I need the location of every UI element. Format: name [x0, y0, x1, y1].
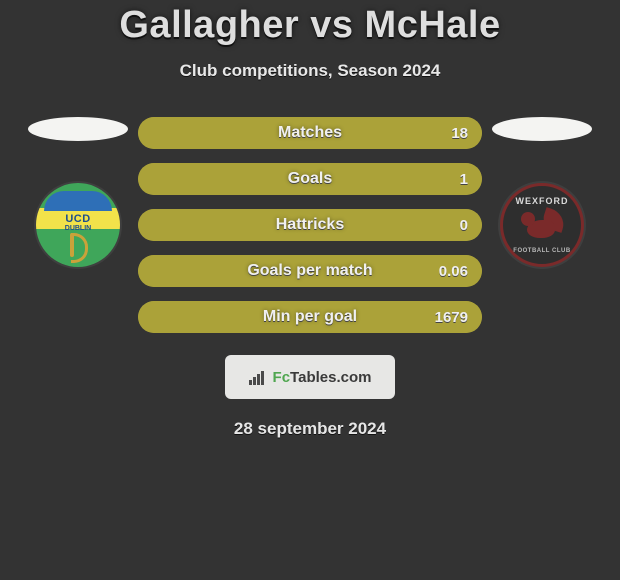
date-text: 28 september 2024 — [0, 419, 620, 439]
crest-blue-band — [44, 191, 112, 211]
brand-text: FcTables.com — [273, 369, 372, 386]
stat-label: Matches — [138, 117, 482, 149]
stat-label: Goals — [138, 163, 482, 195]
stat-right-value: 0.06 — [439, 255, 468, 287]
stat-bar: Goals per match0.06 — [138, 255, 482, 287]
stat-right-value: 18 — [451, 117, 468, 149]
chart-icon — [249, 369, 267, 385]
stat-label: Goals per match — [138, 255, 482, 287]
left-crest-sub: DUBLIN — [36, 225, 120, 232]
brand-suffix: Tables.com — [290, 369, 371, 386]
stat-bar: Matches18 — [138, 117, 482, 149]
page-title: Gallagher vs McHale — [0, 4, 620, 47]
stat-bar: Hattricks0 — [138, 209, 482, 241]
stat-bar: Min per goal1679 — [138, 301, 482, 333]
bird-icon — [521, 210, 565, 246]
stats-column: Matches18 Goals1 Hattricks0 Goals per match… — [138, 117, 482, 333]
page-subtitle: Club competitions, Season 2024 — [0, 61, 620, 81]
brand-box: FcTables.com — [225, 355, 395, 399]
stat-right-value: 1 — [460, 163, 468, 195]
harp-icon — [66, 233, 90, 257]
right-oval-base — [492, 117, 592, 141]
left-crest-title: UCD — [36, 213, 120, 225]
left-team-crest: UCD DUBLIN — [36, 183, 120, 267]
stat-right-value: 0 — [460, 209, 468, 241]
comparison-infographic: Gallagher vs McHale Club competitions, S… — [0, 0, 620, 580]
right-crest-title: WEXFORD — [503, 196, 581, 206]
stat-label: Hattricks — [138, 209, 482, 241]
stat-label: Min per goal — [138, 301, 482, 333]
main-row: UCD DUBLIN Matches18 Goals1 Hattricks0 Goal… — [0, 117, 620, 333]
right-crest-sub: FOOTBALL CLUB — [503, 248, 581, 254]
brand-prefix: Fc — [273, 369, 291, 386]
right-team-col: WEXFORD FOOTBALL CLUB — [492, 117, 592, 267]
left-oval-base — [28, 117, 128, 141]
stat-right-value: 1679 — [435, 301, 468, 333]
left-team-col: UCD DUBLIN — [28, 117, 128, 267]
stat-bar: Goals1 — [138, 163, 482, 195]
right-team-crest: WEXFORD FOOTBALL CLUB — [500, 183, 584, 267]
